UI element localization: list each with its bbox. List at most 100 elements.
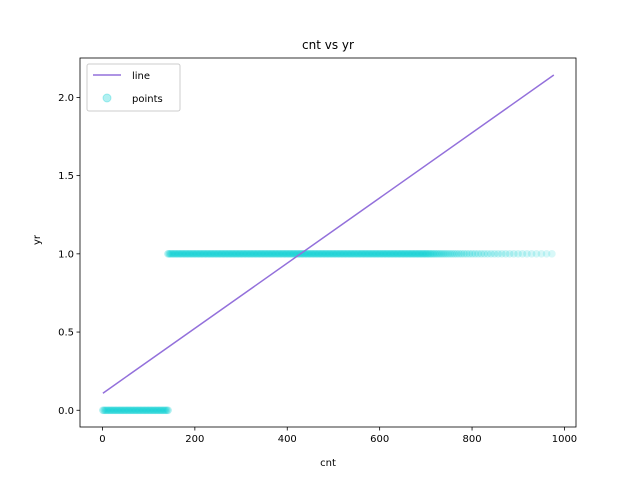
data-point <box>258 250 267 258</box>
data-point <box>234 250 243 258</box>
data-point <box>480 250 489 258</box>
data-point <box>419 250 427 258</box>
data-point <box>279 250 287 258</box>
data-point <box>204 250 213 258</box>
data-point <box>151 406 160 415</box>
data-point <box>222 250 231 258</box>
data-point <box>424 250 433 258</box>
data-point <box>305 250 314 258</box>
data-point <box>376 250 384 258</box>
data-point <box>201 250 210 258</box>
data-point <box>442 250 450 258</box>
data-point <box>143 406 152 415</box>
data-point <box>157 406 165 415</box>
data-point <box>189 250 197 258</box>
data-point <box>410 250 419 258</box>
data-point <box>178 250 186 258</box>
data-point <box>160 406 168 415</box>
data-point <box>208 250 217 258</box>
data-point <box>146 406 154 415</box>
data-point <box>501 250 510 258</box>
data-point <box>372 250 380 258</box>
data-point <box>377 250 386 258</box>
data-point <box>194 250 203 258</box>
data-point <box>219 250 228 258</box>
data-point <box>144 406 153 415</box>
data-point <box>406 250 415 258</box>
data-point <box>333 250 341 258</box>
data-point <box>386 250 394 258</box>
data-point <box>334 250 343 258</box>
data-point <box>320 250 329 258</box>
data-point <box>318 250 326 258</box>
data-point <box>409 250 418 258</box>
data-point <box>412 250 420 258</box>
data-point <box>420 250 429 258</box>
data-point <box>365 250 373 258</box>
data-point <box>119 406 128 415</box>
data-point <box>518 250 527 258</box>
data-point <box>100 406 109 415</box>
data-point <box>167 250 175 258</box>
data-point <box>432 250 441 258</box>
data-point <box>211 250 219 258</box>
data-point <box>198 250 207 258</box>
data-point <box>340 250 348 258</box>
data-point <box>358 250 366 258</box>
data-point <box>270 250 279 258</box>
data-point <box>236 250 244 258</box>
data-point <box>125 406 134 415</box>
y-axis-label: yr <box>32 234 43 245</box>
data-point <box>106 406 114 415</box>
data-point <box>395 250 404 258</box>
data-point <box>175 250 183 258</box>
data-point <box>223 250 232 258</box>
data-point <box>284 250 293 258</box>
data-point <box>388 250 397 258</box>
data-point <box>150 406 158 415</box>
data-point <box>440 250 448 258</box>
data-point <box>207 250 215 258</box>
data-point <box>404 250 412 258</box>
data-point <box>187 250 196 258</box>
data-point <box>277 250 286 258</box>
data-point <box>259 250 268 258</box>
data-point <box>205 250 214 258</box>
x-axis-label: cnt <box>320 458 336 469</box>
data-point <box>397 250 405 258</box>
data-point <box>343 250 351 258</box>
x-tick-label: 200 <box>185 434 204 445</box>
data-point <box>247 250 256 258</box>
data-point <box>239 250 247 258</box>
data-point <box>363 250 372 258</box>
data-point <box>261 250 269 258</box>
data-point <box>193 250 201 258</box>
data-point <box>394 250 402 258</box>
data-point <box>165 250 174 258</box>
data-point <box>212 250 221 258</box>
data-point <box>121 406 129 415</box>
data-point <box>251 250 260 258</box>
data-point <box>140 406 149 415</box>
data-point <box>483 250 492 258</box>
data-point <box>345 250 354 258</box>
data-point <box>331 250 340 258</box>
x-tick-label: 400 <box>278 434 297 445</box>
data-point <box>429 250 438 258</box>
data-point <box>269 250 278 258</box>
data-point <box>446 250 454 258</box>
data-point <box>164 250 172 258</box>
data-point <box>401 250 409 258</box>
data-point <box>354 250 362 258</box>
data-point <box>315 250 323 258</box>
data-point <box>399 250 408 258</box>
data-point <box>158 406 167 415</box>
data-point <box>319 250 328 258</box>
legend-label-line: line <box>132 71 150 82</box>
data-point <box>230 250 239 258</box>
data-point <box>288 250 297 258</box>
data-point <box>402 250 411 258</box>
data-point <box>164 406 172 415</box>
data-point <box>250 250 258 258</box>
data-point <box>312 250 321 258</box>
